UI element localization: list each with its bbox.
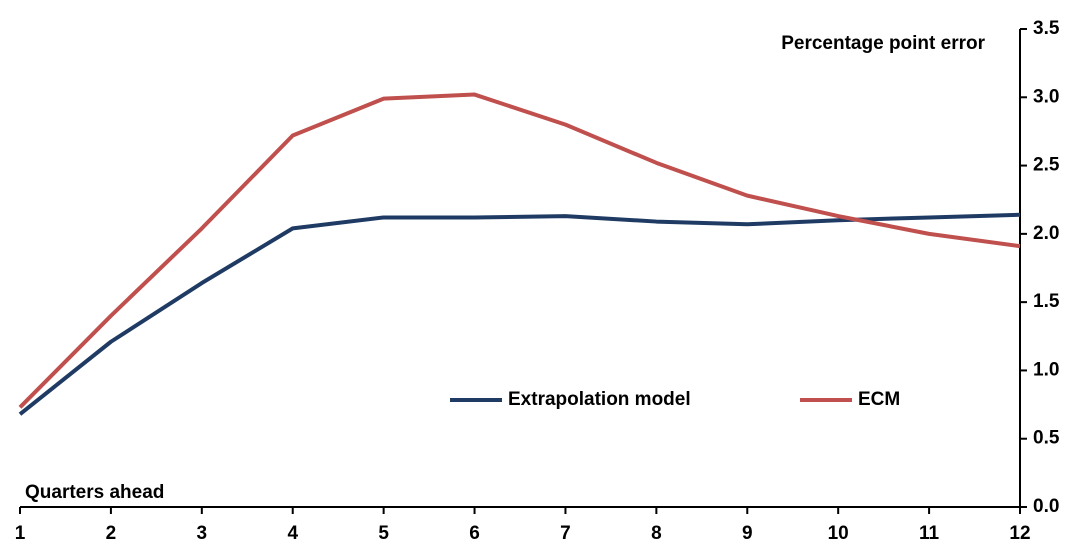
x-tick-label: 11 bbox=[919, 523, 940, 544]
x-tick-label: 5 bbox=[378, 523, 389, 544]
x-tick-label: 12 bbox=[1009, 523, 1030, 544]
y-tick-label: 1.0 bbox=[1033, 359, 1059, 380]
series-line bbox=[18, 92, 1021, 409]
x-tick-label: 7 bbox=[560, 523, 571, 544]
x-tick-label: 4 bbox=[287, 523, 298, 544]
x-tick-label: 6 bbox=[469, 523, 480, 544]
y-tick-label: 1.5 bbox=[1033, 291, 1060, 312]
y-tick-label: 0.0 bbox=[1033, 496, 1059, 517]
x-axis-label: Quarters ahead bbox=[25, 482, 164, 503]
y-axis-label: Percentage point error bbox=[781, 33, 985, 54]
y-tick-label: 3.5 bbox=[1033, 18, 1060, 39]
x-tick-label: 1 bbox=[15, 523, 26, 544]
x-tick-label: 8 bbox=[651, 523, 662, 544]
x-tick-label: 10 bbox=[828, 523, 849, 544]
x-tick-label: 2 bbox=[106, 523, 117, 544]
series-line bbox=[18, 212, 1021, 416]
legend-label: Extrapolation model bbox=[508, 389, 691, 410]
y-tick-label: 2.0 bbox=[1033, 223, 1059, 244]
legend-label: ECM bbox=[858, 389, 900, 410]
y-tick-label: 0.5 bbox=[1033, 428, 1060, 449]
y-tick-label: 3.0 bbox=[1033, 86, 1059, 107]
y-tick-label: 2.5 bbox=[1033, 155, 1060, 176]
x-tick-label: 9 bbox=[742, 523, 753, 544]
x-tick-label: 3 bbox=[197, 523, 208, 544]
